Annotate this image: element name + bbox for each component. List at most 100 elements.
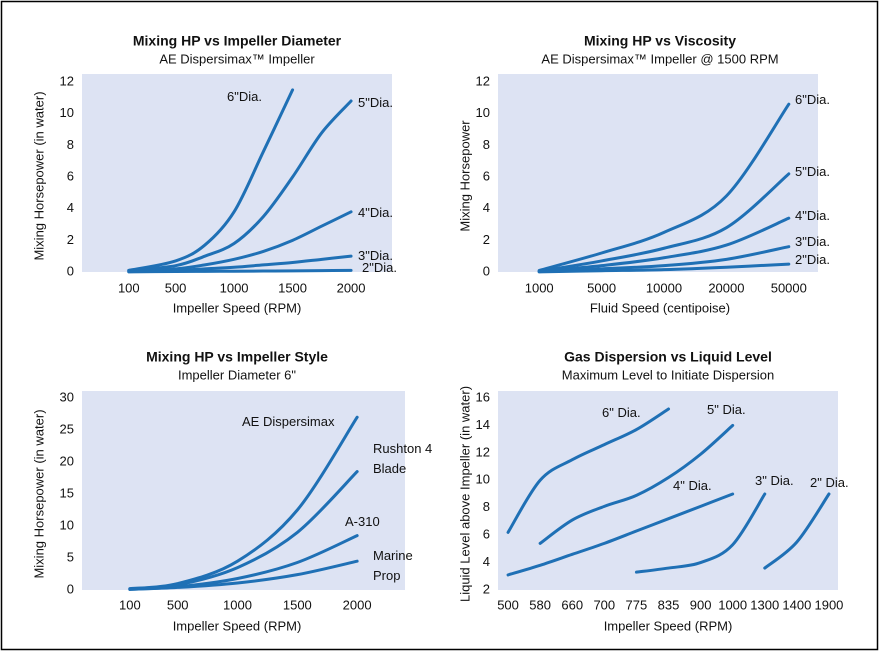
series-line (506, 492, 735, 577)
chart-title: Mixing HP vs Impeller Style (146, 349, 328, 365)
y-tick-label: 4 (67, 200, 74, 215)
series-label: 5" Dia. (707, 402, 746, 417)
x-tick-label: 5000 (587, 280, 616, 295)
y-tick-label: 10 (60, 105, 74, 120)
chart-subtitle: AE Dispersimax™ Impeller (159, 51, 315, 66)
chart-subtitle: Maximum Level to Initiate Dispersion (562, 367, 774, 382)
series-label: Marine Prop (373, 548, 413, 583)
plot-area (82, 74, 392, 272)
x-tick-label: 100 (119, 597, 141, 612)
y-tick-label: 20 (60, 453, 74, 468)
series-line (537, 172, 791, 273)
y-tick-label: 0 (67, 581, 74, 596)
x-tick-label: 20000 (708, 280, 744, 295)
x-tick-label: 775 (626, 597, 648, 612)
series-label: 3"Dia. (795, 234, 830, 249)
x-tick-label: 2000 (343, 597, 372, 612)
series-line (127, 99, 353, 272)
y-axis-label: Mixing Horsepower (in water) (31, 91, 46, 260)
x-tick-label: 500 (167, 597, 189, 612)
x-axis-label: Impeller Speed (RPM) (604, 618, 733, 633)
x-tick-label: 1000 (223, 597, 252, 612)
x-tick-label: 50000 (771, 280, 807, 295)
series-label: A-310 (345, 514, 380, 529)
y-tick-label: 10 (60, 517, 74, 532)
series-label: 5"Dia. (358, 95, 393, 110)
x-tick-label: 1500 (283, 597, 312, 612)
series-label: 6"Dia. (795, 92, 830, 107)
plot-area (498, 74, 818, 272)
x-tick-label: 100 (118, 280, 140, 295)
y-tick-label: 4 (483, 200, 490, 215)
x-tick-label: 900 (690, 597, 712, 612)
series-line (506, 407, 670, 534)
y-tick-label: 10 (476, 105, 490, 120)
x-tick-label: 1900 (814, 597, 843, 612)
series-line (763, 492, 831, 570)
y-tick-label: 6 (483, 168, 490, 183)
y-tick-label: 12 (60, 73, 74, 88)
x-tick-label: 660 (561, 597, 583, 612)
series-label: Rushton 4 Blade (373, 441, 433, 476)
series-label: 3" Dia. (755, 473, 794, 488)
y-tick-label: 8 (483, 499, 490, 514)
x-tick-label: 2000 (337, 280, 366, 295)
y-tick-label: 5 (67, 549, 74, 564)
x-tick-label: 1000 (718, 597, 747, 612)
x-axis-label: Fluid Speed (centipoise) (590, 300, 730, 315)
y-tick-label: 0 (67, 263, 74, 278)
y-axis-label: Mixing Horsepower (in water) (31, 409, 46, 578)
x-axis-label: Impeller Speed (RPM) (173, 300, 302, 315)
x-tick-label: 1000 (525, 280, 554, 295)
series-label: 2"Dia. (362, 260, 397, 275)
series-label: 5"Dia. (795, 164, 830, 179)
y-tick-label: 12 (476, 73, 490, 88)
x-tick-label: 1300 (750, 597, 779, 612)
y-tick-label: 2 (483, 232, 490, 247)
y-tick-label: 10 (476, 472, 490, 487)
y-tick-label: 8 (67, 137, 74, 152)
y-tick-label: 6 (67, 168, 74, 183)
y-tick-label: 25 (60, 421, 74, 436)
series-line (127, 88, 295, 272)
chart-subtitle: AE Dispersimax™ Impeller @ 1500 RPM (541, 51, 778, 66)
series-label: 2" Dia. (810, 475, 849, 490)
x-tick-label: 580 (529, 597, 551, 612)
chart-title: Mixing HP vs Impeller Diameter (133, 33, 342, 49)
chart-title: Gas Dispersion vs Liquid Level (564, 349, 772, 365)
series-line (537, 216, 791, 274)
series-label: AE Dispersimax (242, 414, 335, 429)
y-tick-label: 2 (483, 581, 490, 596)
x-tick-label: 500 (497, 597, 519, 612)
chart-title: Mixing HP vs Viscosity (584, 33, 736, 49)
y-tick-label: 8 (483, 137, 490, 152)
y-tick-label: 14 (476, 417, 490, 432)
x-tick-label: 500 (165, 280, 187, 295)
x-tick-label: 1000 (220, 280, 249, 295)
series-label: 4"Dia. (795, 208, 830, 223)
series-label: 4" Dia. (673, 478, 712, 493)
series-label: 4"Dia. (358, 205, 393, 220)
series-line (537, 262, 791, 274)
x-tick-label: 1400 (782, 597, 811, 612)
y-tick-label: 2 (67, 232, 74, 247)
series-label: 6"Dia. (227, 89, 262, 104)
series-label: 2"Dia. (795, 252, 830, 267)
series-line (537, 102, 791, 272)
series-line (634, 492, 767, 574)
x-tick-label: 835 (658, 597, 680, 612)
x-axis-label: Impeller Speed (RPM) (173, 618, 302, 633)
y-tick-label: 6 (483, 527, 490, 542)
y-axis-label: Mixing Horsepower (457, 120, 472, 232)
y-tick-label: 30 (60, 389, 74, 404)
series-label: 3"Dia. (358, 248, 393, 263)
x-tick-label: 10000 (646, 280, 682, 295)
x-tick-label: 700 (593, 597, 615, 612)
series-line (127, 210, 353, 273)
series-line (128, 559, 359, 591)
y-tick-label: 12 (476, 444, 490, 459)
x-tick-label: 1500 (278, 280, 307, 295)
chart-subtitle: Impeller Diameter 6" (178, 367, 296, 382)
